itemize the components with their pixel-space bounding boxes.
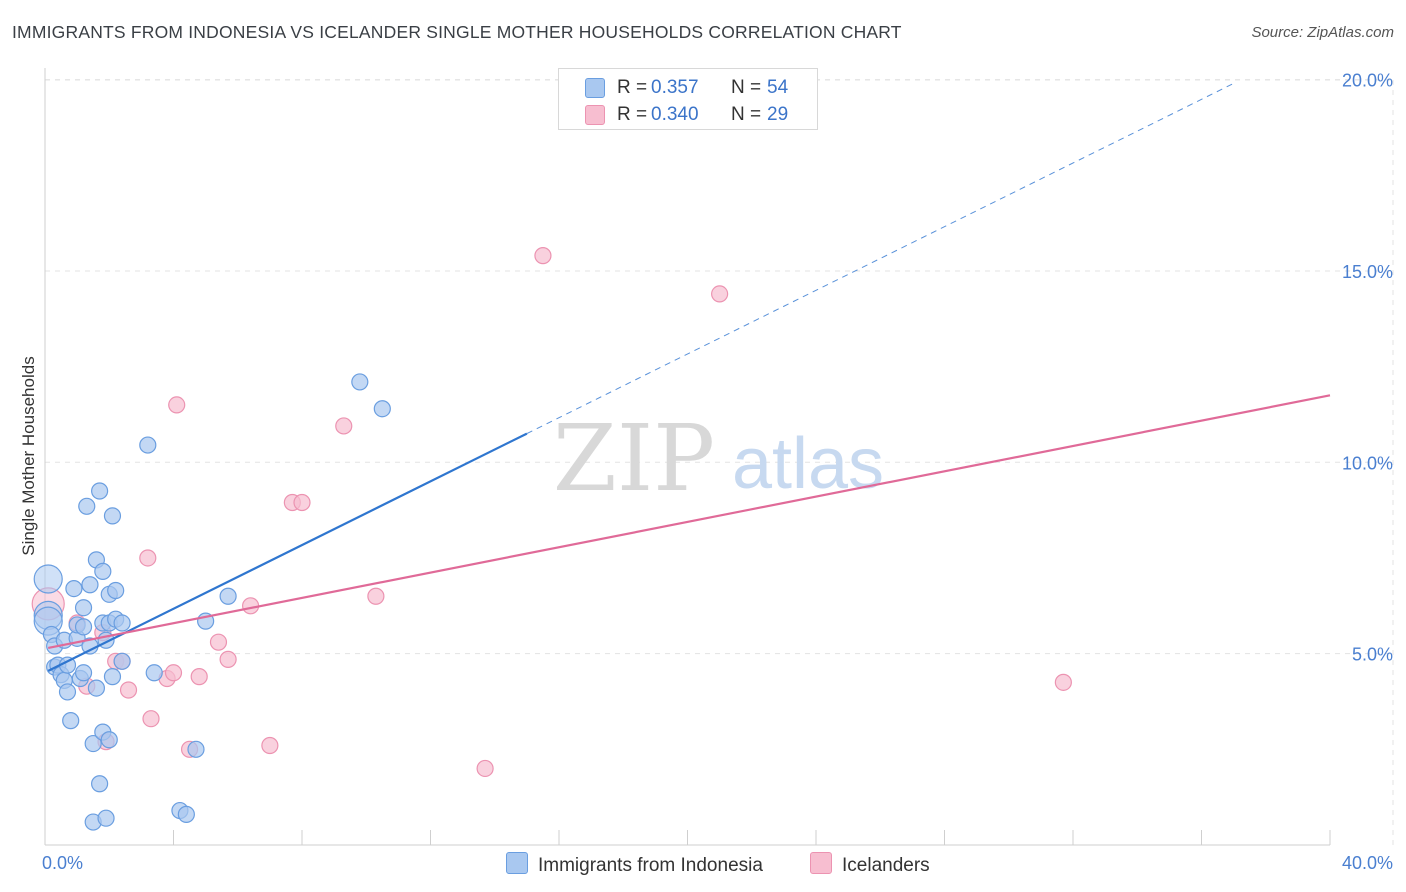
point-icelander-26 [1054, 673, 1072, 691]
point-icelander-20 [293, 493, 311, 512]
point-indonesia-18 [74, 599, 93, 617]
watermark-atlas: atlas [732, 424, 884, 504]
point-indonesia-44 [145, 664, 163, 682]
legend-n-value: 54 [767, 77, 789, 98]
point-icelander-7 [119, 681, 138, 699]
point-indonesia-41 [113, 614, 131, 632]
legend-r-label: R = [617, 104, 648, 125]
y-tick-label-2: 15.0% [1342, 262, 1393, 282]
point-indonesia-43 [139, 436, 157, 454]
point-icelander-12 [168, 396, 186, 414]
legend-r-value: 0.340 [651, 104, 699, 125]
x-tick-label-max: 40.0% [1342, 853, 1393, 873]
point-indonesia-17 [74, 618, 93, 636]
legend-n-label: N = [731, 77, 762, 98]
point-indonesia-28 [91, 482, 109, 500]
trend-line-indonesia-extension [526, 82, 1234, 435]
point-icelander-16 [219, 650, 237, 668]
point-indonesia-36 [100, 731, 118, 749]
point-indonesia-10 [58, 683, 77, 701]
point-indonesia-21 [81, 576, 99, 594]
legend-n-value: 29 [767, 104, 789, 125]
watermark: ZIP atlas [553, 405, 884, 512]
point-indonesia-38 [103, 668, 122, 686]
axes [44, 68, 1331, 846]
point-icelander-9 [142, 710, 160, 728]
x-tick-label-min: 0.0% [42, 853, 83, 873]
legend-r-label: R = [617, 77, 648, 98]
trend-line-icelanders [47, 394, 1331, 649]
point-indonesia-51 [373, 400, 391, 418]
point-indonesia-42 [113, 652, 131, 670]
legend-r-value: 0.357 [651, 77, 699, 98]
point-indonesia-46 [177, 805, 195, 823]
y-tick-label-1: 10.0% [1342, 453, 1393, 473]
point-icelander-25 [711, 285, 729, 303]
bottom-legend-icelanders: Icelanders [810, 852, 930, 877]
grid-lines [45, 79, 1395, 845]
trend-lines [47, 82, 1331, 672]
legend: R = 0.357 N = 54 R = 0.340 N = 29 [558, 68, 818, 130]
point-indonesia-50 [351, 373, 369, 391]
point-indonesia-20 [78, 497, 96, 515]
point-icelander-15 [209, 633, 228, 651]
chart-title: IMMIGRANTS FROM INDONESIA VS ICELANDER S… [12, 22, 902, 42]
point-icelander-22 [367, 587, 385, 605]
point-icelander-14 [190, 668, 208, 686]
legend-n-label: N = [731, 104, 762, 125]
point-icelander-11 [164, 664, 183, 682]
trend-line-indonesia [47, 432, 528, 672]
data-points [31, 247, 1072, 831]
point-indonesia-40 [107, 581, 125, 600]
point-icelander-8 [139, 549, 157, 567]
point-icelander-18 [261, 736, 279, 755]
point-indonesia-23 [84, 734, 102, 753]
point-indonesia-0 [33, 564, 63, 594]
y-tick-label-3: 20.0% [1342, 71, 1393, 91]
point-indonesia-19 [74, 664, 93, 682]
point-indonesia-33 [97, 809, 115, 827]
source-label: Source: ZipAtlas.com [1251, 24, 1394, 41]
point-indonesia-37 [103, 507, 122, 525]
bottom-legend-indonesia: Immigrants from Indonesia [506, 852, 763, 877]
point-indonesia-49 [219, 587, 237, 605]
point-icelander-21 [335, 417, 353, 435]
point-indonesia-29 [94, 562, 112, 580]
point-indonesia-13 [65, 579, 83, 598]
point-icelander-23 [476, 759, 494, 778]
bottom-legend-label-indonesia: Immigrants from Indonesia [538, 855, 763, 876]
point-indonesia-47 [187, 740, 205, 758]
y-tick-label-0: 5.0% [1352, 645, 1393, 665]
y-axis-label: Single Mother Households [19, 356, 38, 555]
bottom-legend-swatch-pink [810, 852, 832, 874]
point-indonesia-12 [62, 712, 80, 730]
tick-labels: 5.0% 10.0% 15.0% 20.0% 0.0% 40.0% [42, 71, 1393, 873]
point-icelander-24 [534, 247, 552, 265]
bottom-legend-label-icelanders: Icelanders [842, 855, 930, 876]
point-indonesia-27 [91, 775, 109, 793]
point-indonesia-26 [87, 679, 106, 697]
bottom-legend-swatch-blue [506, 852, 528, 874]
legend-swatch-blue [585, 78, 605, 98]
legend-swatch-pink [585, 105, 605, 125]
watermark-zip: ZIP [553, 405, 715, 512]
